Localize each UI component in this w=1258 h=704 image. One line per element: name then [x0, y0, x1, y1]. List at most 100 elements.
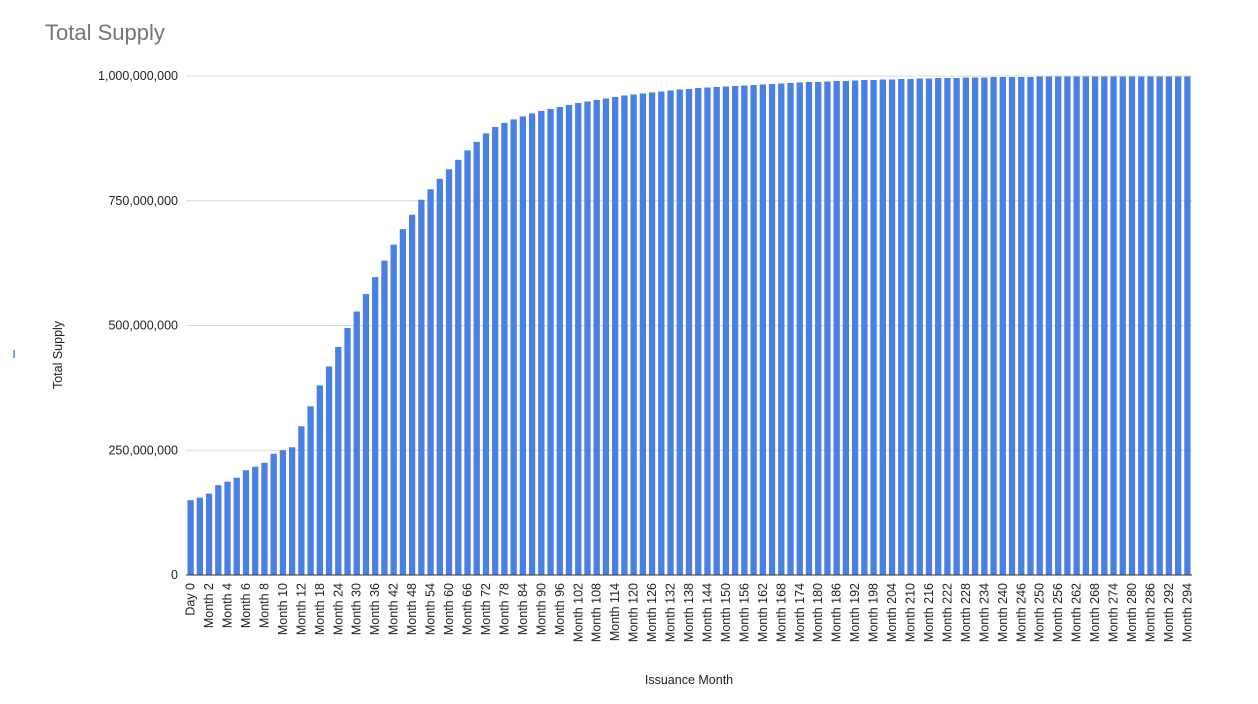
bar	[796, 82, 803, 576]
bar	[935, 78, 942, 575]
bar	[1027, 77, 1034, 575]
x-tick-label: Month 246	[1014, 583, 1028, 642]
x-tick-label: Month 198	[867, 583, 881, 642]
bar	[464, 150, 471, 575]
bar	[805, 81, 813, 576]
bar	[510, 119, 517, 575]
bar	[279, 450, 287, 575]
bar	[685, 88, 693, 575]
bar	[547, 108, 554, 576]
bar	[824, 81, 831, 576]
bar	[648, 92, 656, 575]
bar	[307, 406, 314, 575]
bar	[344, 328, 351, 575]
bar	[1128, 76, 1136, 575]
y-axis-title: Total Supply	[51, 320, 65, 389]
bar	[196, 497, 203, 575]
bar	[593, 99, 600, 575]
bar	[787, 82, 794, 576]
x-tick-label: Month 222	[940, 583, 954, 642]
bar	[630, 94, 637, 576]
x-tick-label: Month 186	[830, 583, 844, 642]
x-tick-label: Month 78	[497, 583, 511, 635]
bar	[565, 104, 573, 575]
bar	[325, 366, 333, 575]
x-tick-label: Month 96	[553, 583, 567, 635]
bar	[759, 84, 766, 575]
bar	[981, 77, 988, 575]
x-tick-label: Month 66	[461, 583, 475, 635]
x-tick-label: Month 138	[682, 583, 696, 642]
bar	[602, 98, 610, 576]
bar	[676, 89, 683, 575]
bar	[842, 80, 850, 576]
bar	[870, 79, 877, 576]
x-tick-label: Day 0	[184, 583, 198, 616]
bar	[741, 85, 748, 575]
bar	[418, 199, 425, 575]
bar	[1138, 76, 1145, 575]
bar	[639, 93, 646, 575]
x-tick-label: Month 280	[1125, 583, 1139, 642]
bar	[999, 77, 1006, 575]
bar	[732, 85, 739, 575]
bar	[898, 78, 905, 576]
bar	[1036, 76, 1043, 575]
x-tick-label: Month 8	[257, 583, 271, 628]
x-tick-label: Month 294	[1180, 583, 1194, 642]
x-tick-label: Month 84	[516, 583, 530, 635]
x-tick-label: Month 156	[737, 583, 751, 642]
bar	[704, 87, 711, 575]
bars	[187, 76, 1191, 576]
bar	[1165, 76, 1173, 575]
x-tick-label: Month 42	[387, 583, 401, 635]
bar	[953, 78, 960, 575]
bar	[399, 229, 407, 575]
x-tick-label: Month 114	[608, 583, 622, 641]
x-tick-label: Month 54	[424, 583, 438, 635]
bar	[1175, 76, 1182, 575]
bar	[907, 78, 914, 576]
x-tick-label: Month 180	[811, 583, 825, 642]
bar	[584, 101, 591, 575]
bar	[1184, 76, 1191, 575]
bar	[362, 294, 370, 575]
x-tick-label: Month 174	[793, 583, 807, 642]
bar	[556, 106, 563, 575]
x-tick-label: Month 216	[922, 583, 936, 642]
bar	[888, 79, 896, 576]
bar	[1147, 76, 1154, 575]
bar	[252, 466, 259, 575]
bar	[916, 78, 923, 575]
bar	[815, 81, 822, 576]
bar	[215, 485, 222, 575]
y-tick-label: 250,000,000	[108, 443, 178, 457]
x-tick-label: Month 24	[331, 583, 345, 635]
bar	[335, 346, 342, 575]
bar	[519, 116, 527, 576]
bar	[408, 214, 416, 575]
x-tick-label: Month 72	[479, 583, 493, 635]
bar	[270, 453, 277, 575]
bar	[925, 78, 933, 575]
x-tick-label: Month 162	[756, 583, 770, 642]
bar	[1045, 76, 1053, 575]
bar	[1110, 76, 1117, 575]
bar	[492, 126, 499, 576]
x-tick-label: Month 36	[368, 583, 382, 635]
chart-title: Total Supply	[45, 20, 165, 45]
x-tick-label: Month 12	[294, 583, 308, 635]
y-axis-ticks: 0 250,000,000 500,000,000 750,000,000 1,000,…	[98, 69, 178, 582]
x-tick-label: Month 132	[664, 583, 678, 642]
x-tick-label: Month 2	[202, 583, 216, 628]
bar	[575, 102, 582, 575]
y-tick-label: 750,000,000	[108, 194, 178, 208]
x-tick-label: Month 18	[313, 583, 327, 635]
bar	[436, 178, 443, 576]
bar	[1082, 76, 1089, 575]
x-tick-label: Month 144	[700, 583, 714, 642]
bar	[833, 80, 840, 576]
x-tick-label: Month 234	[977, 583, 991, 642]
y-tick-label: 1,000,000,000	[98, 69, 178, 83]
